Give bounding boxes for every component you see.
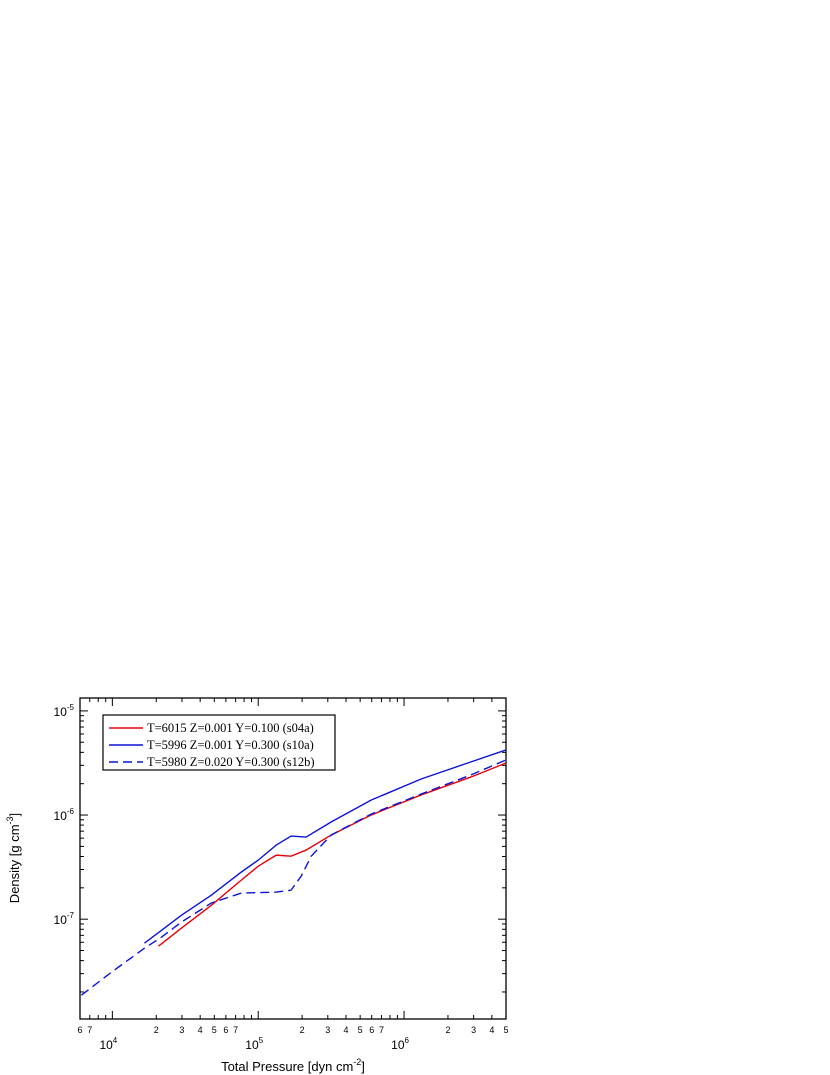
x-tick-label: 3 [325, 1025, 330, 1035]
x-tick-exponent: 5 [259, 1036, 264, 1045]
x-tick-label: 7 [379, 1025, 384, 1035]
y-tick-exponent: -6 [67, 807, 75, 816]
x-tick-label: 5 [358, 1025, 363, 1035]
x-tick-base: 10 [391, 1038, 405, 1052]
legend-label: T=5996 Z=0.001 Y=0.300 (s10a) [147, 738, 314, 752]
series-line [158, 762, 507, 947]
x-axis-label-exponent: -2 [353, 1057, 361, 1067]
x-tick-label: 5 [212, 1025, 217, 1035]
y-axis-label-suffix: ] [7, 813, 22, 817]
x-tick-exponent: 6 [405, 1036, 410, 1045]
x-tick-base: 10 [245, 1038, 259, 1052]
x-tick-label: 4 [344, 1025, 349, 1035]
x-tick-label: 6 [77, 1025, 82, 1035]
legend-box [102, 714, 336, 771]
x-tick-label: 4 [198, 1025, 203, 1035]
x-tick-label: 104 [99, 1036, 117, 1052]
x-tick-label: 4 [489, 1025, 494, 1035]
x-tick-label: 3 [471, 1025, 476, 1035]
y-tick-base: 10 [54, 705, 68, 719]
y-axis-label: Density [g cm-3] [5, 813, 22, 903]
x-tick-exponent: 4 [113, 1036, 118, 1045]
x-tick-label: 6 [223, 1025, 228, 1035]
x-axis-label-suffix: ] [361, 1059, 365, 1074]
x-tick-label: 7 [87, 1025, 92, 1035]
y-axis-label-exponent: -3 [5, 816, 15, 824]
x-tick-label: 2 [445, 1025, 450, 1035]
x-axis-label: Total Pressure [dyn cm-2] [221, 1057, 365, 1074]
x-tick-label: 2 [154, 1025, 159, 1035]
series-line [80, 759, 507, 996]
y-tick-base: 10 [54, 913, 68, 927]
x-tick-label: 2 [300, 1025, 305, 1035]
x-axis-label-text: Total Pressure [dyn cm [221, 1059, 353, 1074]
x-tick-label: 105 [245, 1036, 263, 1052]
y-tick-exponent: -5 [67, 703, 75, 712]
x-tick-label: 106 [391, 1036, 409, 1052]
x-tick-label: 5 [503, 1025, 508, 1035]
x-tick-label: 7 [233, 1025, 238, 1035]
series-line [144, 749, 507, 944]
legend-label: T=6015 Z=0.001 Y=0.100 (s04a) [147, 721, 314, 735]
y-axis-label-text: Density [g cm [7, 824, 22, 903]
plot-frame [79, 697, 507, 1020]
y-tick-base: 10 [54, 809, 68, 823]
y-tick-label: 10-7 [54, 911, 75, 927]
y-tick-exponent: -7 [67, 911, 75, 920]
x-tick-label: 3 [179, 1025, 184, 1035]
y-tick-label: 10-6 [54, 807, 75, 823]
y-tick-label: 10-5 [54, 703, 75, 719]
legend-label: T=5980 Z=0.020 Y=0.300 (s12b) [147, 755, 315, 769]
x-tick-label: 6 [369, 1025, 374, 1035]
x-tick-base: 10 [99, 1038, 113, 1052]
